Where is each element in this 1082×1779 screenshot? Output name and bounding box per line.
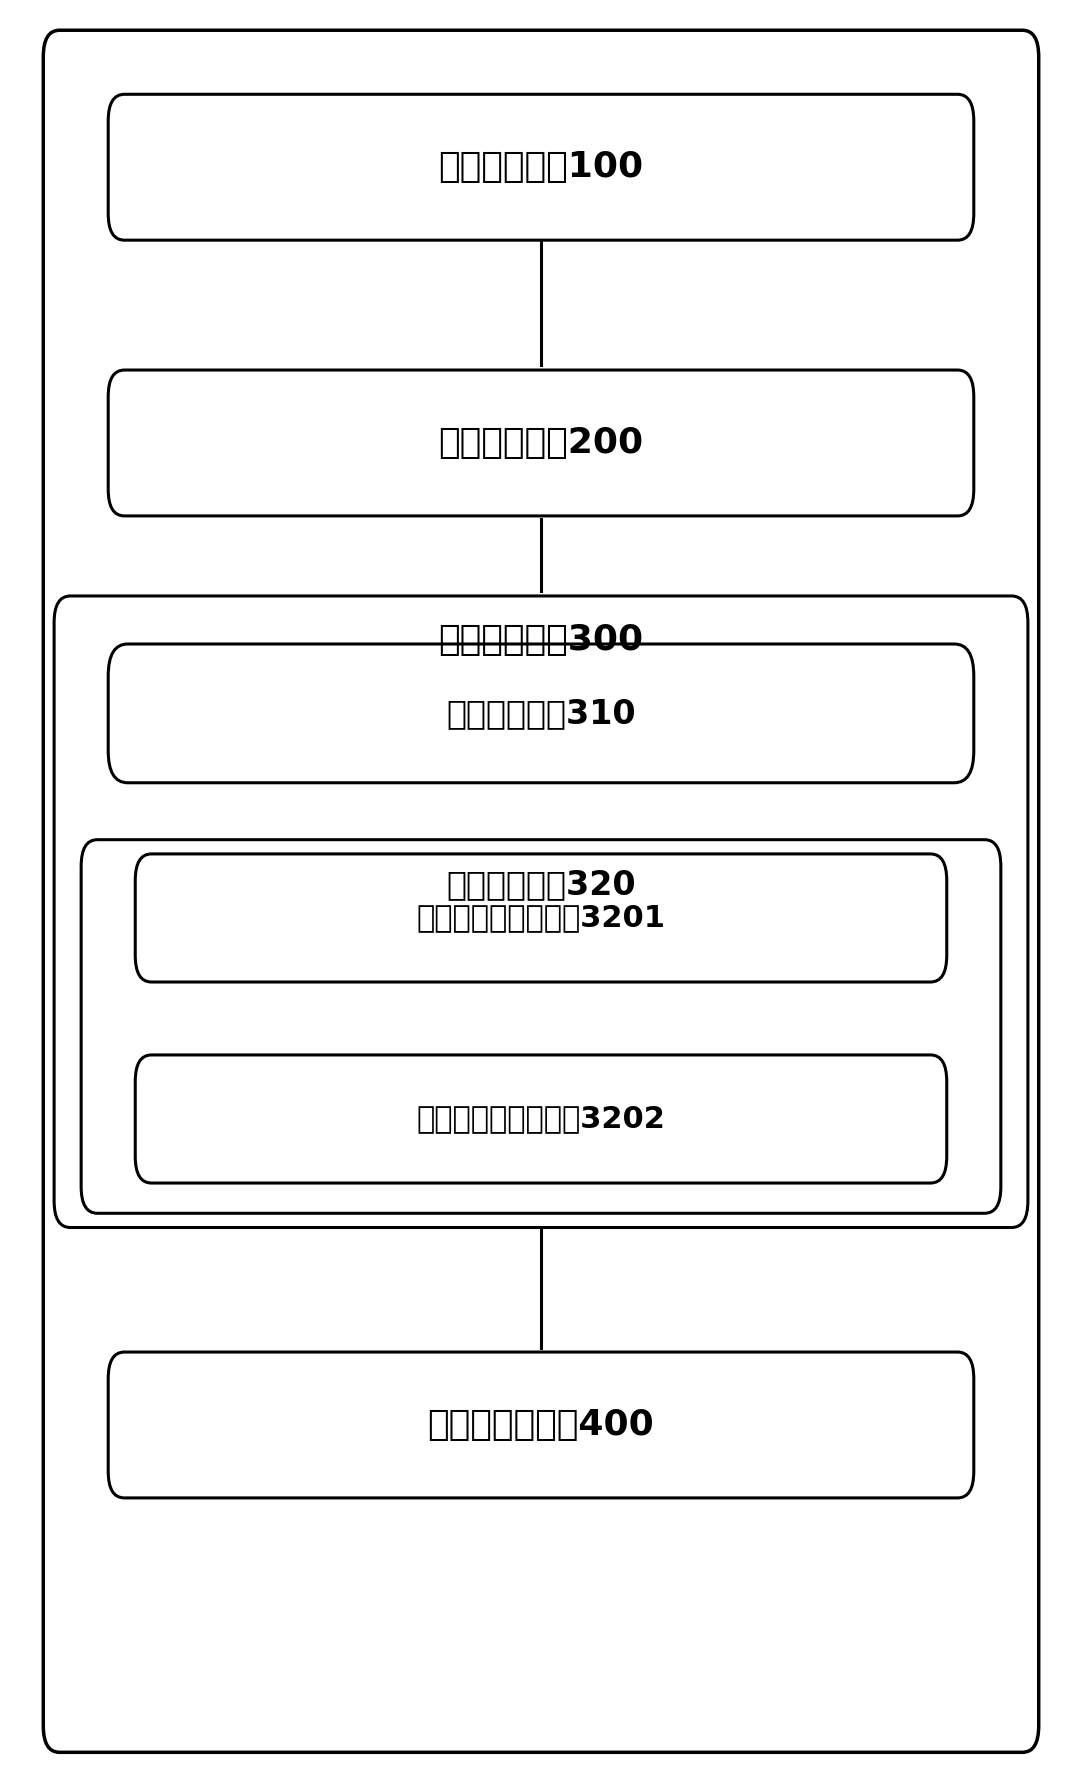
Text: 开启处理单元320: 开启处理单元320 [446,868,636,900]
FancyBboxPatch shape [108,1352,974,1498]
Text: 轮廓线提取装置400: 轮廓线提取装置400 [427,1407,655,1443]
FancyBboxPatch shape [81,840,1001,1213]
FancyBboxPatch shape [135,1055,947,1183]
FancyBboxPatch shape [108,370,974,516]
Text: 灰度转化装置200: 灰度转化装置200 [438,425,644,461]
Text: 闭合处理单元310: 闭合处理单元310 [446,697,636,729]
FancyBboxPatch shape [135,854,947,982]
FancyBboxPatch shape [108,94,974,240]
Text: 第二开启处理子单儔3202: 第二开启处理子单儔3202 [417,1105,665,1133]
Text: 第一开启处理子单儔3201: 第一开启处理子单儔3201 [417,904,665,932]
Text: 形态处理装置300: 形态处理装置300 [438,623,644,656]
FancyBboxPatch shape [43,30,1039,1752]
FancyBboxPatch shape [108,644,974,783]
FancyBboxPatch shape [54,596,1028,1228]
Text: 图像采集装置100: 图像采集装置100 [438,149,644,185]
